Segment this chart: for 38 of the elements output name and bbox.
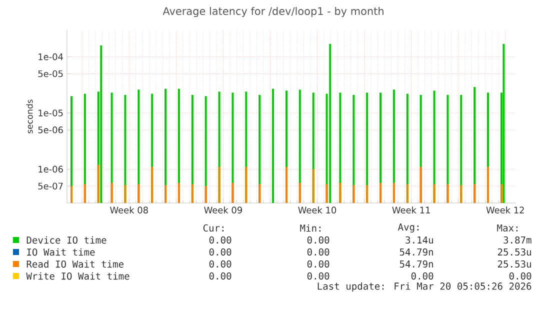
- x-tick-label: Week 10: [298, 206, 336, 214]
- y-tick-label: 5e-07: [38, 182, 63, 190]
- text: 25.53u: [498, 248, 531, 256]
- text: 54.79n: [400, 260, 433, 268]
- text: Avg:: [398, 223, 418, 233]
- text: 0.00: [307, 272, 330, 280]
- text: 0.00: [411, 272, 434, 280]
- legend-label: Device IO time: [26, 236, 106, 244]
- text: Last update: Fri Mar 20 05:05:26 2026: [318, 282, 532, 292]
- x-tick-label: Week 08: [110, 206, 148, 214]
- text: Cur:: [203, 224, 224, 232]
- y-tick-label: 1e-06: [38, 166, 63, 173]
- text: Max:: [497, 224, 518, 232]
- text: 25.53u: [498, 260, 531, 268]
- text: 3.87m: [504, 236, 532, 244]
- text: 0.00: [209, 236, 232, 244]
- text: 0.00: [209, 272, 232, 280]
- x-tick-label: Week 12: [486, 206, 524, 214]
- text: 54.79n: [400, 248, 433, 256]
- text: 0.00: [307, 260, 330, 268]
- text: 0.00: [509, 272, 532, 280]
- legend-label: Read IO Wait time: [26, 260, 124, 268]
- text: 0.00: [209, 260, 232, 268]
- text: Min:: [300, 224, 320, 232]
- y-tick-label: 5e-05: [38, 70, 63, 78]
- x-tick-label: Week 09: [204, 206, 242, 214]
- y-tick-label: 1e-04: [38, 53, 63, 60]
- text: 0.00: [307, 248, 330, 256]
- x-tick-label: Week 11: [392, 206, 430, 214]
- y-tick-label: 1e-05: [38, 110, 63, 116]
- legend-label: IO Wait time: [27, 248, 95, 256]
- chart-title: Average latency for /dev/loop1 - by month: [162, 6, 384, 18]
- text: 0.00: [209, 248, 232, 256]
- legend-label: Write IO Wait time: [26, 272, 130, 280]
- y-tick-label: 5e-06: [38, 126, 63, 134]
- text: 3.14u: [406, 236, 433, 244]
- text: 0.00: [307, 236, 330, 244]
- y-axis-title: seconds: [26, 100, 33, 134]
